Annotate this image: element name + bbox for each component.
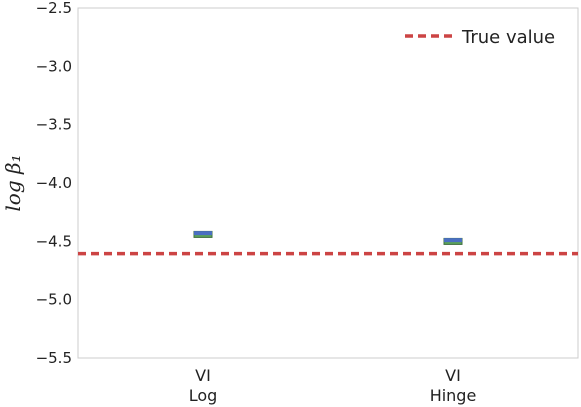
y-tick-label: −4.0	[36, 174, 72, 192]
x-tick-label: VI	[195, 366, 211, 385]
legend-label: True value	[461, 27, 555, 48]
x-tick-label: Hinge	[430, 386, 477, 405]
y-tick-label: −5.0	[36, 291, 72, 309]
y-tick-label: −2.5	[36, 0, 72, 17]
y-tick-label: −3.0	[36, 57, 72, 75]
box-series	[193, 230, 463, 245]
x-tick-label: VI	[445, 366, 461, 385]
legend: True value	[405, 27, 555, 48]
y-axis-label: log β₁	[1, 154, 25, 211]
y-tick-label: −3.5	[36, 116, 72, 134]
y-ticks: −5.5 −5.0 −4.5 −4.0 −3.5 −3.0 −2.5	[36, 0, 72, 367]
x-tick-label: Log	[189, 386, 218, 405]
y-tick-label: −5.5	[36, 349, 72, 367]
plot-area	[77, 7, 579, 359]
y-tick-label: −4.5	[36, 232, 72, 250]
